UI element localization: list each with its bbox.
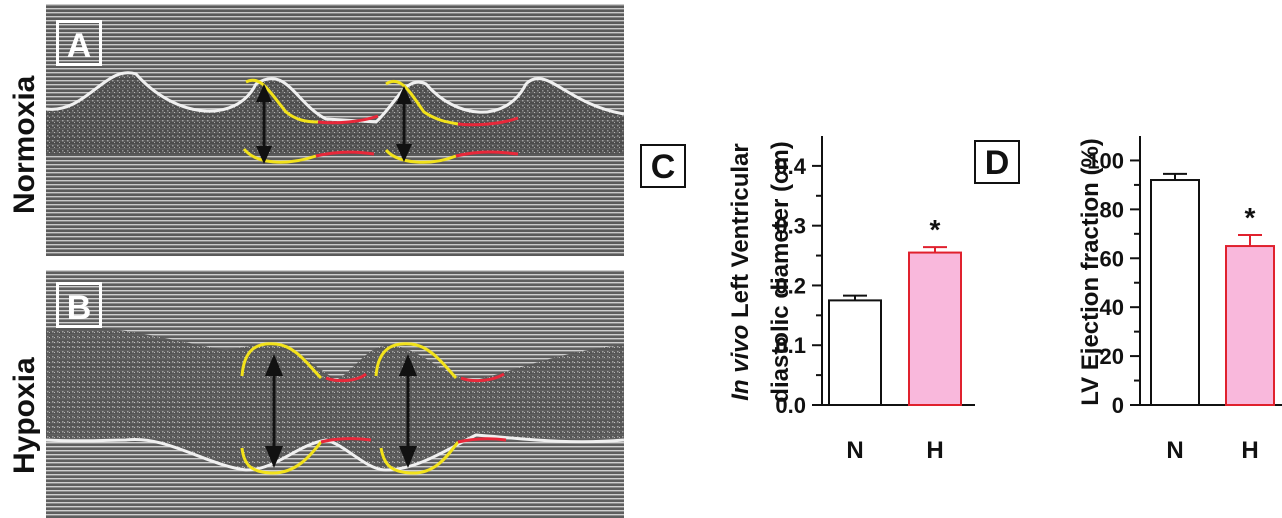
x-category-label: N	[1166, 437, 1183, 464]
y-tick-label: 80	[1100, 197, 1124, 222]
significance-marker: *	[930, 214, 941, 245]
significance-marker: *	[1245, 202, 1256, 233]
y-tick-label: 100	[1087, 148, 1124, 173]
panel-label-a: A	[56, 20, 102, 66]
y-axis-label-italic: In vivo	[727, 325, 754, 401]
hypoxia-echo-trace	[46, 270, 624, 518]
y-axis-label-rest: Left Ventricular	[727, 143, 754, 324]
y-axis-label-line1: In vivo Left Ventricular	[727, 143, 754, 400]
panel-label-b: B	[56, 282, 102, 328]
bar-n	[1150, 179, 1200, 406]
y-tick-label: 40	[1100, 295, 1124, 320]
x-category-label: H	[1241, 437, 1258, 464]
x-category-label: N	[846, 437, 863, 464]
y-tick-label: 0	[1112, 393, 1124, 418]
y-axis-label: LV Ejection fraction (%)	[1077, 138, 1104, 406]
normoxia-echo-trace	[46, 4, 624, 256]
y-tick-label: 0.3	[775, 214, 806, 239]
panel-label-d: D	[974, 140, 1020, 184]
y-tick-label: 20	[1100, 344, 1124, 369]
hypoxia-mmode-image: B	[46, 270, 624, 518]
y-tick-label: 60	[1100, 246, 1124, 271]
y-tick-label: 0.2	[775, 273, 806, 298]
x-category-label: H	[926, 437, 943, 464]
y-axis-label-line2: diastolic diameter (cm)	[767, 141, 794, 402]
bar-h	[908, 251, 962, 406]
bar-h	[1225, 245, 1275, 406]
normoxia-mmode-image: A	[46, 4, 624, 256]
panel-label-c: C	[640, 144, 686, 188]
bar-n	[828, 299, 882, 406]
y-tick-label: 0.0	[775, 393, 806, 418]
y-tick-label: 0.4	[775, 154, 806, 179]
y-tick-label: 0.1	[775, 333, 806, 358]
